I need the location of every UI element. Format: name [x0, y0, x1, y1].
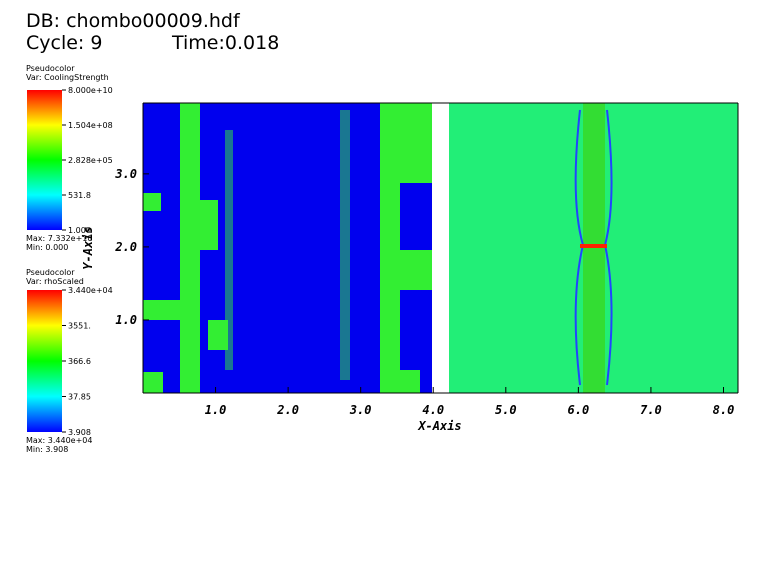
y-tick-label: 2.0 — [114, 240, 137, 254]
legend-label: 37.85 — [68, 393, 91, 402]
cycle: Cycle: 9 — [26, 32, 102, 54]
legend-label: 2.828e+05 — [68, 156, 113, 165]
x-tick-label: 6.0 — [568, 403, 590, 417]
legend-label: 1.504e+08 — [68, 121, 113, 130]
colorbar — [27, 90, 62, 230]
legend-var: Var: CoolingStrength — [26, 73, 109, 82]
legend-label: 3.440e+04 — [68, 286, 113, 295]
legend-min: Min: 0.000 — [26, 243, 68, 252]
y-tick-label: 3.0 — [114, 167, 137, 181]
y-tick-label: 1.0 — [115, 313, 137, 327]
legend-label: 3551. — [68, 322, 91, 331]
legend-label: 3.908 — [68, 428, 91, 437]
time: Time:0.018 — [171, 32, 279, 54]
x-tick-label: 7.0 — [640, 403, 662, 417]
legend-plot: Pseudocolor — [26, 268, 75, 277]
x-tick-label: 3.0 — [349, 403, 372, 417]
x-tick-label: 4.0 — [422, 403, 444, 417]
colorbar — [27, 290, 62, 432]
legend-label: 531.8 — [68, 191, 91, 200]
y-axis-title: Y-Axis — [81, 226, 95, 269]
x-axis-title: X-Axis — [417, 419, 461, 433]
x-tick-label: 2.0 — [276, 403, 299, 417]
legend-label: 366.6 — [68, 357, 91, 366]
db-name: DB: chombo00009.hdf — [26, 10, 241, 32]
x-tick-label: 8.0 — [713, 403, 735, 417]
x-tick-label: 5.0 — [495, 403, 517, 417]
legend-plot: Pseudocolor — [26, 64, 75, 73]
legend-var: Var: rhoScaled — [26, 277, 84, 286]
legend-label: 8.000e+10 — [68, 86, 113, 95]
legend-max: Max: 7.332e+10 — [26, 234, 92, 243]
legend-label: 1.000 — [68, 226, 91, 235]
x-tick-label: 1.0 — [205, 403, 227, 417]
plot-field — [142, 102, 739, 394]
legend-min: Min: 3.908 — [26, 445, 68, 454]
legend-max: Max: 3.440e+04 — [26, 436, 92, 445]
